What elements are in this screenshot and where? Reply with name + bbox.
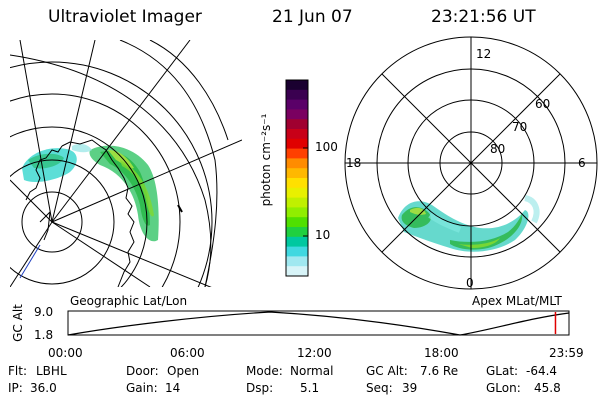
ip-label: IP: xyxy=(8,381,23,395)
lat-label-70: 70 xyxy=(512,120,528,134)
gc-alt-value: 7.6 Re xyxy=(420,364,459,378)
altitude-ytick-1-8: 1.8 xyxy=(34,328,54,342)
seq-value: 39 xyxy=(402,381,418,395)
colorbar-segment xyxy=(286,158,308,169)
dsp-value: 5.1 xyxy=(300,381,320,395)
mode-value: Normal xyxy=(290,364,334,378)
instrument-title: Ultraviolet Imager xyxy=(48,7,202,27)
colorbar-segment xyxy=(286,138,308,150)
colorbar-frame xyxy=(285,79,309,277)
limb-arcs xyxy=(10,40,229,287)
mlt-lines xyxy=(345,37,597,289)
lat-label-60: 60 xyxy=(535,97,551,111)
mlt-label-12: 12 xyxy=(476,47,492,61)
terminator-line xyxy=(19,244,41,279)
glon-value: 45.8 xyxy=(534,381,561,395)
colorbar-segment xyxy=(286,80,308,91)
colorbar-segment xyxy=(286,178,308,189)
gain-value: 14 xyxy=(165,381,181,395)
gc-alt-label: GC Alt: xyxy=(366,364,408,378)
apex-label: Apex MLat/MLT xyxy=(472,294,562,308)
door-value: Open xyxy=(167,364,200,378)
colorbar-segment xyxy=(286,168,308,179)
colorbar-segment xyxy=(286,266,308,277)
time-label: 23:21:56 UT xyxy=(431,7,536,27)
colorbar-segment xyxy=(286,256,308,267)
polar-plot xyxy=(344,36,598,290)
flt-label: Flt: xyxy=(8,364,27,378)
altitude-ytick-9: 9.0 xyxy=(34,305,54,319)
colorbar-segment xyxy=(286,109,308,120)
mode-label: Mode: xyxy=(246,364,283,378)
colorbar-segment xyxy=(286,197,308,208)
colorbar-segment xyxy=(286,187,308,199)
mlt-label-18: 18 xyxy=(346,156,362,170)
mlt-label-0: 0 xyxy=(466,276,474,290)
colorbar-segment xyxy=(286,89,308,101)
altitude-ylabel: GC Alt xyxy=(11,304,25,342)
colorbar-segment xyxy=(286,99,308,110)
gain-label: Gain: xyxy=(126,381,158,395)
coastline xyxy=(25,139,135,287)
seq-label: Seq: xyxy=(366,381,393,395)
colorbar-tick-10: 10 xyxy=(315,228,331,242)
flt-value: LBHL xyxy=(36,364,67,378)
glon-label: GLon: xyxy=(486,381,521,395)
color-bar xyxy=(285,79,309,277)
colorbar-segment xyxy=(286,227,308,238)
altitude-xtick-2359: 23:59 xyxy=(549,346,584,360)
colorbar-segment xyxy=(286,207,308,218)
aurora-patches-left xyxy=(22,143,159,242)
altitude-xtick-1200: 12:00 xyxy=(297,346,332,360)
lat-label-80: 80 xyxy=(490,142,506,156)
colorbar-segment xyxy=(286,148,308,159)
altitude-plot-frame xyxy=(67,310,570,336)
altitude-xtick-1800: 18:00 xyxy=(424,346,459,360)
colorbar-segment xyxy=(286,236,308,248)
mlt-label-6: 6 xyxy=(578,156,586,170)
colorbar-tick-100: 100 xyxy=(315,140,338,154)
geographic-map xyxy=(10,40,242,287)
longitude-lines xyxy=(10,40,242,287)
latitude-arcs xyxy=(10,61,213,287)
dsp-label: Dsp: xyxy=(246,381,274,395)
altitude-curve xyxy=(67,311,570,336)
door-label: Door: xyxy=(126,364,159,378)
colorbar-segment xyxy=(286,129,308,140)
colorbar-segment xyxy=(286,119,308,130)
colorbar-segment xyxy=(286,246,308,257)
altitude-xtick-0600: 06:00 xyxy=(170,346,205,360)
aurora-patches-right xyxy=(398,195,540,252)
colorbar-unit-label: photon cm⁻²s⁻¹ xyxy=(259,113,273,207)
altitude-plot xyxy=(67,310,570,336)
colorbar-segment xyxy=(286,217,308,228)
geographic-label: Geographic Lat/Lon xyxy=(70,294,188,308)
ip-value: 36.0 xyxy=(30,381,57,395)
glat-label: GLat: xyxy=(486,364,519,378)
glat-value: -64.4 xyxy=(526,364,558,378)
date-label: 21 Jun 07 xyxy=(272,7,353,27)
altitude-xtick-0000: 00:00 xyxy=(48,346,83,360)
